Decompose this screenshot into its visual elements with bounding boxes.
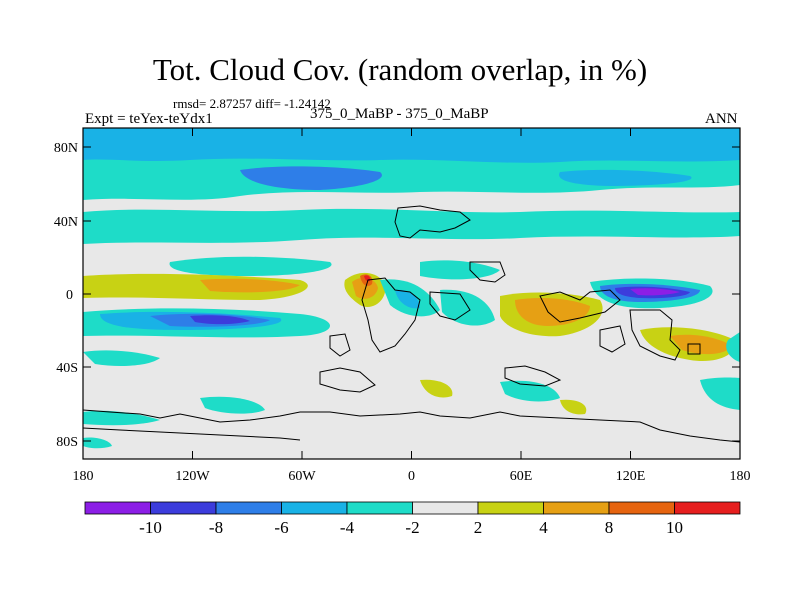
contour-arctic-4to6	[83, 128, 740, 163]
contour-field	[83, 128, 740, 459]
x-tick-label: 60W	[288, 469, 316, 484]
colorbar-labels: -10 -8 -6 -4 -2 2 4 8 10	[139, 518, 683, 537]
colorbar-label: -4	[340, 518, 355, 537]
case-label: 375_0_MaBP - 375_0_MaBP	[310, 106, 489, 122]
x-tick-label: 180	[73, 469, 94, 484]
contour-southern-ocean	[83, 350, 160, 366]
x-tick-label: 60E	[510, 469, 533, 484]
colorbar-label: 2	[474, 518, 483, 537]
colorbar-label: -10	[139, 518, 162, 537]
colorbar-swatch	[608, 501, 675, 515]
plot-title: Tot. Cloud Cov. (random overlap, in %)	[152, 52, 648, 87]
y-tick-label: 40N	[54, 215, 78, 230]
colorbar-swatch	[84, 501, 151, 515]
x-tick-label: 120E	[616, 469, 646, 484]
x-tick-marks	[82, 128, 741, 459]
colorbar-swatch	[412, 501, 479, 515]
colorbar-swatch	[150, 501, 217, 515]
colorbar-label: -6	[274, 518, 288, 537]
x-tick-label: 0	[408, 469, 415, 484]
contour-nh-band	[83, 208, 740, 244]
colorbar	[84, 501, 741, 515]
y-tick-marks	[83, 146, 740, 442]
colorbar-swatch	[477, 501, 544, 515]
colorbar-swatch	[543, 501, 610, 515]
colorbar-label: 4	[539, 518, 548, 537]
colorbar-label: 10	[666, 518, 683, 537]
coastlines	[83, 205, 740, 443]
colorbar-swatch	[674, 501, 741, 515]
y-tick-label: 40S	[56, 361, 78, 376]
colorbar-swatch	[346, 501, 413, 515]
colorbar-swatch	[215, 501, 282, 515]
y-tick-label: 80S	[56, 435, 78, 450]
experiment-label: Expt = teYex-teYdx1	[85, 111, 213, 127]
season-label: ANN	[705, 111, 738, 127]
y-tick-label: 80N	[54, 141, 78, 156]
colorbar-label: -2	[405, 518, 419, 537]
x-tick-label: 120W	[175, 469, 210, 484]
rmsd-diff-stats: rmsd= 2.87257 diff= -1.24142	[173, 96, 331, 111]
x-tick-label: 180	[730, 469, 751, 484]
colorbar-label: -8	[209, 518, 223, 537]
colorbar-label: 8	[605, 518, 614, 537]
colorbar-swatch	[281, 501, 348, 515]
y-tick-label: 0	[66, 288, 73, 303]
